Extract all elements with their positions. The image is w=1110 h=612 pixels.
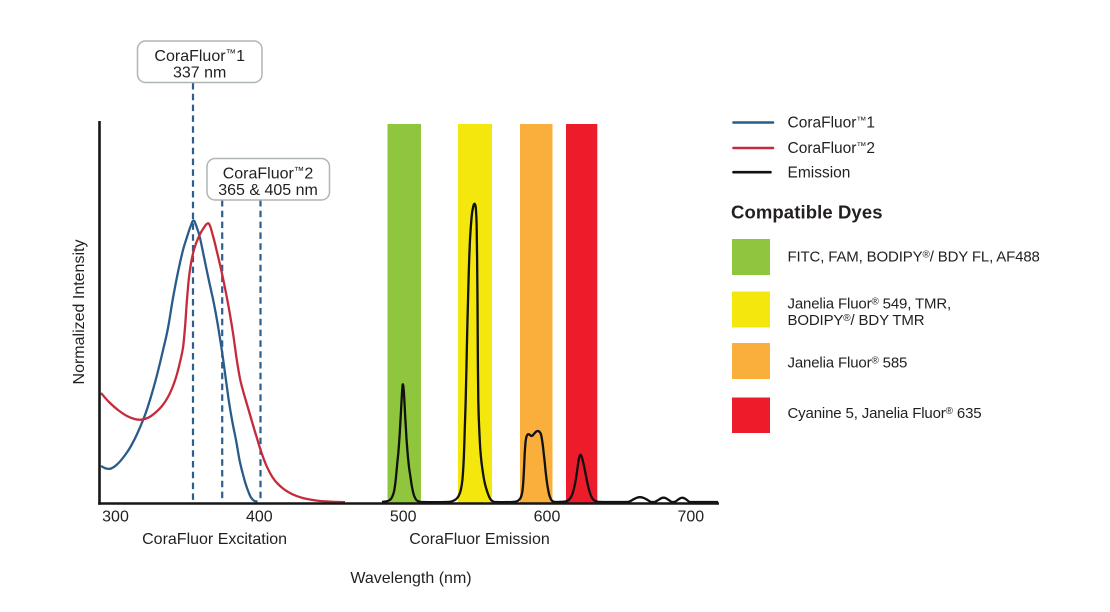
- svg-text:CoraFluor™2: CoraFluor™2: [223, 165, 314, 183]
- svg-text:BODIPY®/ BDY TMR: BODIPY®/ BDY TMR: [788, 312, 925, 329]
- svg-text:CoraFluor™1: CoraFluor™1: [788, 115, 876, 132]
- svg-text:400: 400: [246, 509, 273, 526]
- svg-text:CoraFluor™2: CoraFluor™2: [788, 140, 876, 157]
- svg-text:337 nm: 337 nm: [173, 65, 226, 82]
- svg-text:Cyanine 5, Janelia Fluor® 635: Cyanine 5, Janelia Fluor® 635: [788, 405, 982, 422]
- svg-text:CoraFluor™1: CoraFluor™1: [154, 48, 245, 66]
- svg-text:CoraFluor Emission: CoraFluor Emission: [409, 531, 549, 548]
- svg-text:Janelia Fluor® 585: Janelia Fluor® 585: [788, 355, 908, 372]
- svg-text:700: 700: [677, 509, 704, 526]
- svg-text:Wavelength (nm): Wavelength (nm): [350, 570, 471, 587]
- svg-text:300: 300: [102, 509, 129, 526]
- svg-text:365 & 405 nm: 365 & 405 nm: [218, 182, 318, 199]
- svg-text:600: 600: [534, 509, 561, 526]
- svg-text:Compatible Dyes: Compatible Dyes: [731, 202, 883, 223]
- svg-text:FITC, FAM, BODIPY®/ BDY FL, AF: FITC, FAM, BODIPY®/ BDY FL, AF488: [788, 249, 1040, 266]
- svg-text:Normalized Intensity: Normalized Intensity: [71, 240, 88, 385]
- svg-text:Janelia Fluor® 549, TMR,: Janelia Fluor® 549, TMR,: [788, 296, 952, 313]
- svg-text:Emission: Emission: [788, 165, 851, 182]
- svg-text:500: 500: [390, 509, 417, 526]
- svg-text:CoraFluor Excitation: CoraFluor Excitation: [142, 531, 287, 548]
